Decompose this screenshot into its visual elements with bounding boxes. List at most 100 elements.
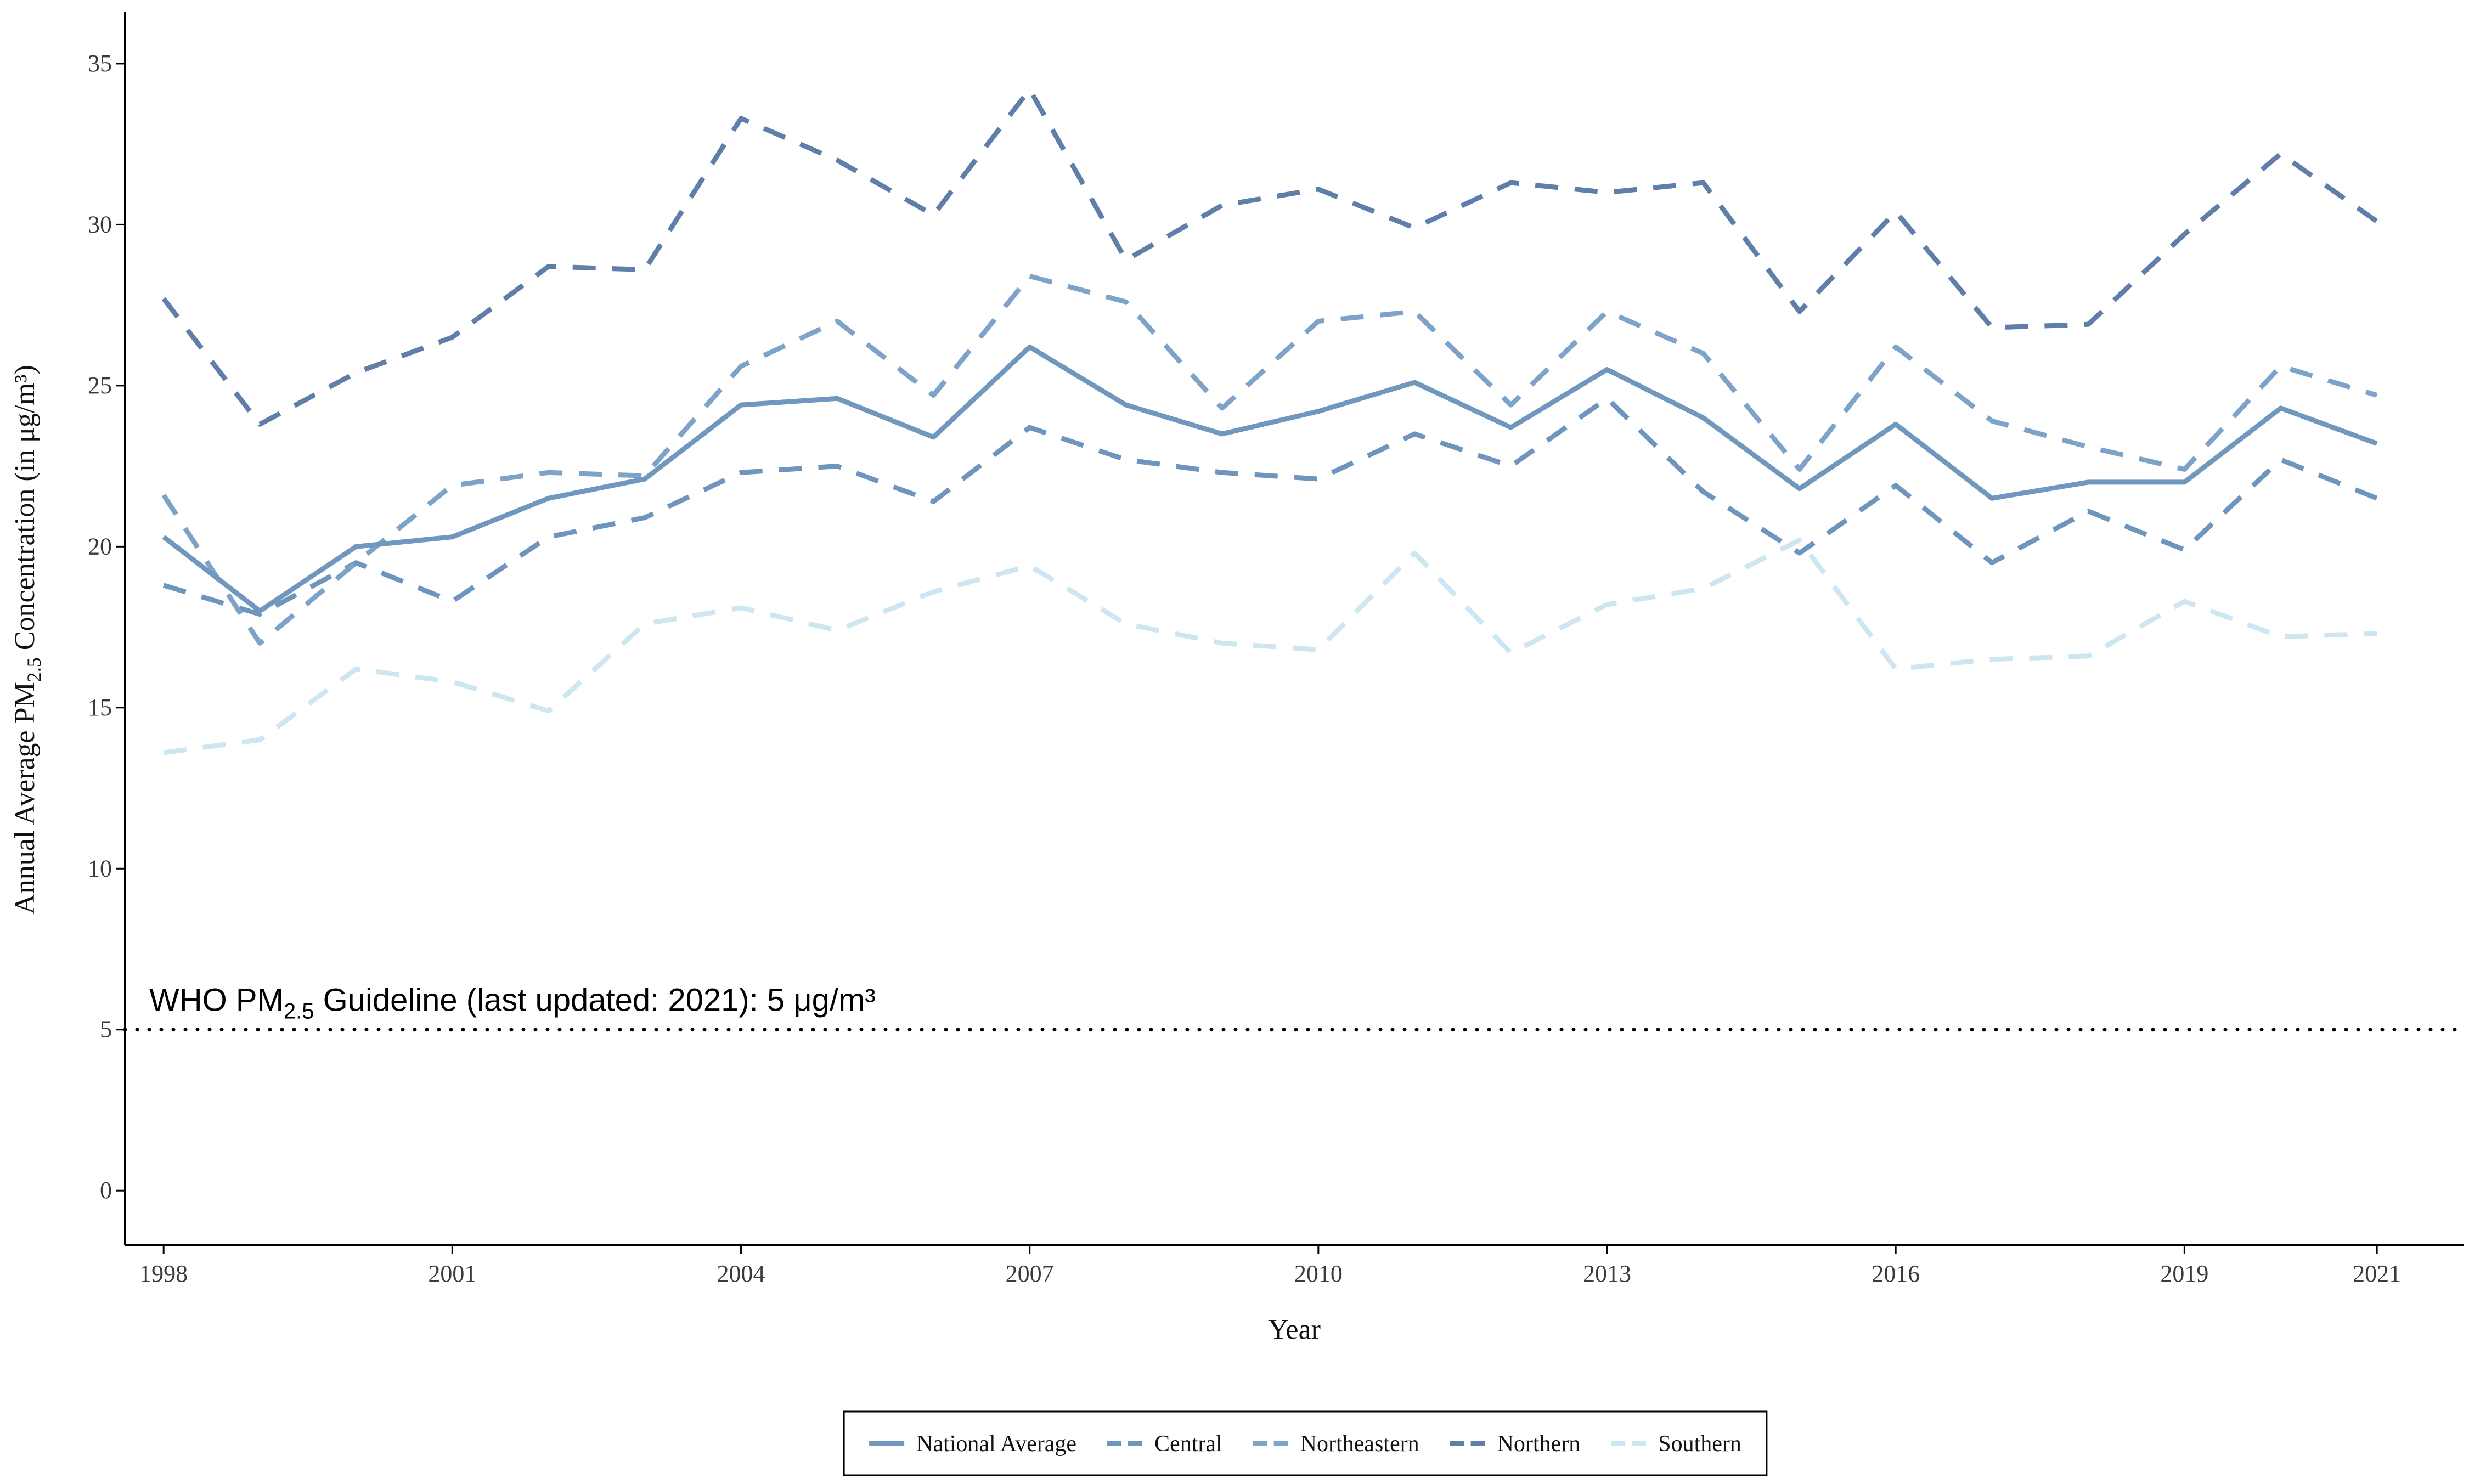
point-northeastern-2005 bbox=[835, 319, 839, 324]
x-tick-label-2021: 2021 bbox=[2353, 1260, 2401, 1287]
y-tick-label-35: 35 bbox=[88, 50, 112, 77]
point-national-average-2017 bbox=[1989, 496, 1994, 501]
point-central-2011 bbox=[1412, 431, 1417, 436]
point-southern-2017 bbox=[1989, 657, 1994, 662]
legend: National Average Central Northeastern North… bbox=[843, 1410, 1768, 1476]
point-northeastern-2012 bbox=[1508, 403, 1513, 408]
point-central-1998 bbox=[161, 583, 166, 588]
point-northern-2004 bbox=[739, 116, 743, 121]
point-northeastern-1998 bbox=[161, 493, 166, 498]
x-tick-label-1998: 1998 bbox=[139, 1260, 188, 1287]
point-central-2005 bbox=[835, 464, 839, 469]
y-axis-title-after: Concentration (in μg/m³) bbox=[9, 365, 41, 657]
point-national-average-2010 bbox=[1316, 409, 1321, 414]
point-southern-1998 bbox=[161, 751, 166, 755]
point-northern-2010 bbox=[1316, 187, 1321, 191]
point-national-average-2012 bbox=[1508, 425, 1513, 430]
point-national-average-2004 bbox=[739, 403, 743, 408]
y-tick-label-5: 5 bbox=[100, 1016, 112, 1043]
legend-item-central: Central bbox=[1107, 1431, 1222, 1457]
series-line-southern bbox=[163, 538, 2377, 755]
point-northern-2013 bbox=[1605, 190, 1610, 195]
legend-item-northeastern: Northeastern bbox=[1253, 1431, 1419, 1457]
series-line-northeastern bbox=[161, 273, 2378, 646]
x-tick-label-2001: 2001 bbox=[428, 1260, 476, 1287]
point-northeastern-2014 bbox=[1701, 351, 1706, 356]
point-national-average-2001 bbox=[450, 534, 455, 539]
point-national-average-2003 bbox=[642, 477, 647, 482]
point-central-2015 bbox=[1797, 551, 1802, 556]
point-northeastern-2010 bbox=[1316, 319, 1321, 324]
y-tick-label-10: 10 bbox=[88, 855, 112, 882]
point-central-2008 bbox=[1124, 457, 1129, 462]
point-central-2003 bbox=[642, 515, 647, 520]
point-southern-2005 bbox=[835, 628, 839, 633]
point-northern-2021 bbox=[2375, 219, 2380, 224]
x-tick-label-2019: 2019 bbox=[2160, 1260, 2208, 1287]
point-northeastern-1999 bbox=[257, 641, 262, 646]
series-northeastern bbox=[161, 273, 2380, 646]
point-southern-2013 bbox=[1605, 602, 1610, 607]
point-northern-2008 bbox=[1124, 257, 1129, 262]
point-central-2014 bbox=[1701, 489, 1706, 494]
point-national-average-2005 bbox=[835, 396, 839, 401]
legend-label-northern: Northern bbox=[1497, 1431, 1581, 1457]
x-tick-label-2013: 2013 bbox=[1583, 1260, 1631, 1287]
point-central-2004 bbox=[739, 470, 743, 475]
point-northern-2003 bbox=[642, 267, 647, 272]
point-national-average-2021 bbox=[2375, 441, 2380, 446]
point-southern-2004 bbox=[739, 605, 743, 610]
point-southern-2018 bbox=[2086, 653, 2091, 658]
point-national-average-2006 bbox=[931, 435, 936, 439]
series-national-average bbox=[161, 344, 2380, 614]
point-central-2010 bbox=[1316, 477, 1321, 482]
point-central-2018 bbox=[2086, 509, 2091, 514]
reference-line-label-after: Guideline (last updated: 2021): 5 μg/m³ bbox=[314, 983, 875, 1018]
reference-line-label-subscript: 2.5 bbox=[284, 1000, 314, 1024]
point-northern-1999 bbox=[257, 422, 262, 427]
point-central-2017 bbox=[1989, 560, 1994, 565]
point-northeastern-2015 bbox=[1797, 467, 1802, 472]
point-northern-2014 bbox=[1701, 180, 1706, 185]
point-southern-2006 bbox=[931, 589, 936, 594]
point-national-average-2008 bbox=[1124, 403, 1129, 408]
point-northern-2000 bbox=[353, 370, 358, 375]
point-northern-2002 bbox=[546, 264, 551, 269]
point-central-2009 bbox=[1220, 470, 1225, 475]
point-northeastern-2013 bbox=[1605, 309, 1610, 314]
point-national-average-1998 bbox=[161, 534, 166, 539]
point-central-2002 bbox=[546, 534, 551, 539]
x-axis-title: Year bbox=[1268, 1314, 1321, 1345]
y-tick-label-30: 30 bbox=[88, 211, 112, 238]
point-northern-2015 bbox=[1797, 309, 1802, 314]
y-axis-title-before: Annual Average PM bbox=[9, 682, 41, 915]
point-northern-2019 bbox=[2182, 232, 2187, 237]
point-northeastern-2002 bbox=[546, 470, 551, 475]
x-ticks: 1998 2001 2004 2007 2010 2013 2016 2019 2021 bbox=[139, 1245, 2401, 1287]
point-central-2001 bbox=[450, 599, 455, 604]
point-central-2007 bbox=[1027, 425, 1032, 430]
point-southern-2019 bbox=[2182, 599, 2187, 604]
point-northeastern-2006 bbox=[931, 393, 936, 398]
point-national-average-2014 bbox=[1701, 415, 1706, 420]
point-northern-2006 bbox=[931, 212, 936, 217]
point-national-average-2019 bbox=[2182, 479, 2187, 484]
point-northeastern-2008 bbox=[1124, 300, 1129, 304]
point-southern-2010 bbox=[1316, 647, 1321, 652]
point-national-average-2009 bbox=[1220, 431, 1225, 436]
series-line-northern bbox=[161, 87, 2378, 427]
x-tick-label-2004: 2004 bbox=[717, 1260, 765, 1287]
legend-label-southern: Southern bbox=[1658, 1431, 1741, 1457]
point-northeastern-2011 bbox=[1412, 309, 1417, 314]
legend-label-central: Central bbox=[1154, 1431, 1222, 1457]
point-national-average-2002 bbox=[546, 496, 551, 501]
point-northeastern-2018 bbox=[2086, 444, 2091, 449]
point-northern-2012 bbox=[1508, 180, 1513, 185]
series-layer bbox=[161, 87, 2380, 755]
point-northeastern-2021 bbox=[2375, 393, 2380, 398]
legend-label-northeastern: Northeastern bbox=[1300, 1431, 1419, 1457]
point-central-2012 bbox=[1508, 464, 1513, 469]
point-southern-2002 bbox=[546, 708, 551, 713]
point-southern-2020 bbox=[2278, 634, 2283, 639]
